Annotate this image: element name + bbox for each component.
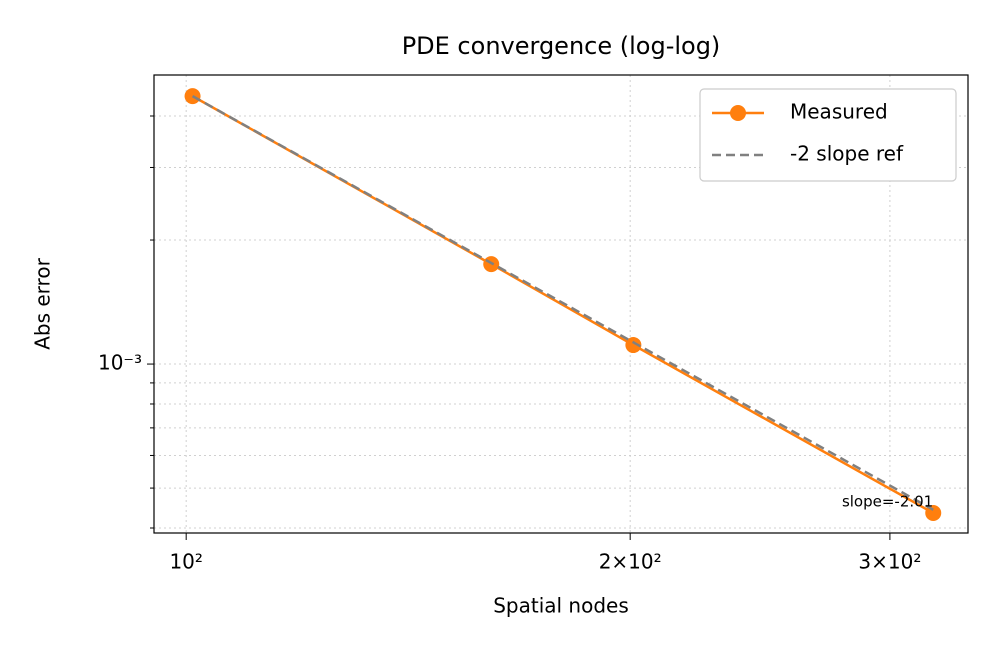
x-tick-label: 3×10² (858, 550, 921, 574)
point (925, 505, 942, 522)
legend-label: -2 slope ref (790, 142, 904, 166)
x-tick-label: 10² (169, 550, 202, 574)
x-tick-label: 2×10² (599, 550, 662, 574)
annotation: slope=-2.01 (842, 493, 933, 511)
y-tick-label: 10⁻³ (98, 351, 142, 375)
legend-label: Measured (790, 100, 888, 124)
chart-title: PDE convergence (log-log) (402, 32, 721, 60)
y-axis-label: Abs error (31, 257, 55, 349)
legend-marker (730, 105, 746, 121)
point (625, 337, 642, 354)
series-line (191, 95, 934, 511)
plot-frame (153, 74, 969, 534)
x-axis-label: Spatial nodes (493, 594, 629, 618)
